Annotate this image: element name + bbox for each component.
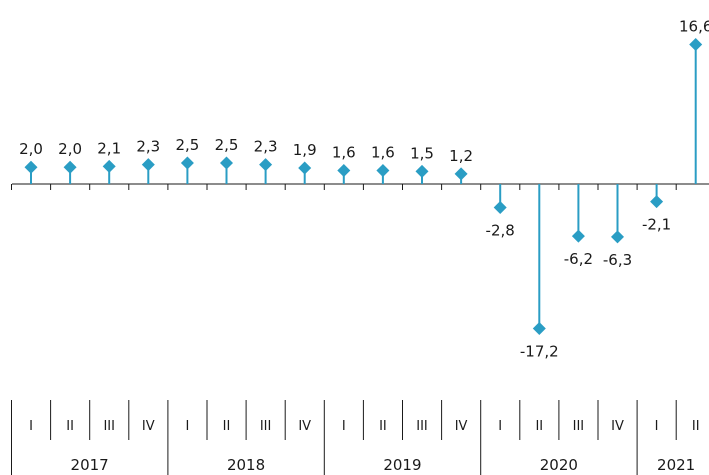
- data-label: -2,1: [642, 216, 671, 234]
- label-layer: 2,0 2,0 2,1 2,3 2,5 2,5 2,3 1,9 1,6 1,6 1,5 1,2 -2,8…: [19, 18, 709, 361]
- data-label: 2,3: [136, 138, 160, 156]
- value-marker: [571, 229, 585, 243]
- data-label: 2,3: [254, 138, 278, 156]
- quarter-label: III: [416, 419, 428, 434]
- value-marker: [650, 195, 664, 209]
- value-marker: [102, 159, 116, 173]
- data-label: 2,1: [97, 139, 121, 157]
- data-label: 1,6: [371, 144, 395, 162]
- data-label: 16,6: [679, 18, 709, 36]
- data-label: 2,0: [19, 140, 43, 158]
- year-label: 2020: [540, 456, 578, 474]
- data-label: -6,2: [564, 250, 593, 268]
- year-label: 2018: [227, 456, 265, 474]
- mark-layer: [24, 38, 703, 335]
- value-marker: [611, 230, 624, 244]
- year-label: 2019: [383, 456, 421, 474]
- value-marker: [141, 158, 155, 172]
- axis-layer: [11, 183, 709, 190]
- data-label: 1,2: [449, 147, 473, 165]
- quarter-label: I: [655, 419, 659, 434]
- data-label: 2,5: [175, 136, 199, 154]
- quarter-label: II: [223, 419, 231, 434]
- value-marker: [689, 38, 703, 52]
- quarter-label: IV: [455, 419, 468, 434]
- data-label: 1,5: [410, 144, 434, 162]
- quarter-label: I: [185, 419, 189, 434]
- quarter-label: II: [692, 419, 700, 434]
- year-label: 2017: [71, 456, 109, 474]
- value-marker: [63, 160, 77, 174]
- data-label: -6,3: [603, 251, 632, 269]
- value-marker: [298, 161, 312, 175]
- value-marker: [454, 167, 468, 181]
- quarter-label: III: [103, 419, 115, 434]
- value-marker: [24, 160, 38, 174]
- quarter-label: III: [573, 419, 585, 434]
- data-label: 1,6: [332, 144, 356, 162]
- quarter-label: II: [379, 419, 387, 434]
- data-label: 2,0: [58, 140, 82, 158]
- data-label: 2,5: [215, 136, 239, 154]
- data-label: -17,2: [520, 342, 559, 360]
- quarter-label: III: [260, 419, 272, 434]
- value-marker: [532, 321, 546, 335]
- value-marker: [337, 164, 351, 178]
- value-marker: [259, 158, 273, 172]
- data-label: 1,9: [293, 141, 317, 159]
- quarter-label: IV: [298, 419, 311, 434]
- quarter-label: I: [498, 419, 502, 434]
- value-marker: [493, 201, 507, 215]
- value-marker: [376, 164, 390, 178]
- quarter-label: IV: [142, 419, 155, 434]
- quarter-label: II: [535, 419, 543, 434]
- value-marker: [415, 164, 429, 178]
- quarter-label: II: [66, 419, 74, 434]
- data-label: -2,8: [486, 222, 515, 240]
- quarter-label: IV: [611, 419, 624, 434]
- value-marker: [180, 156, 194, 170]
- quarter-label: I: [29, 419, 33, 434]
- value-marker: [220, 156, 233, 170]
- quarter-label: I: [342, 419, 346, 434]
- year-label: 2021: [657, 456, 695, 474]
